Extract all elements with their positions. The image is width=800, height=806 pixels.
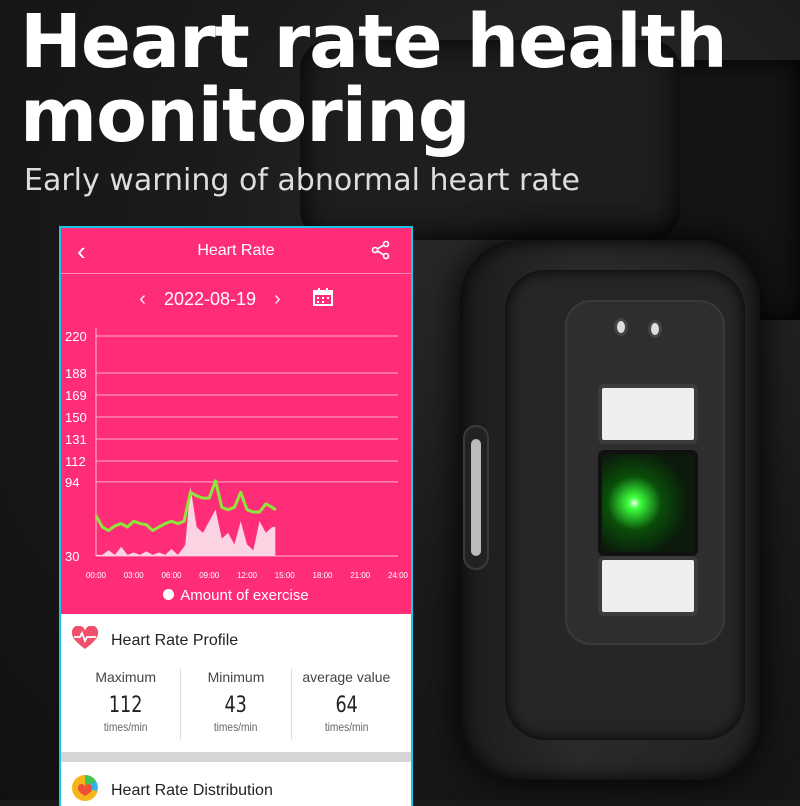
heart-rate-point — [101, 526, 104, 529]
heart-rate-point — [195, 494, 198, 497]
headline-line1: Heart rate health — [20, 0, 728, 85]
heart-rate-chart: 30 94 112 131 150 169 188 220 00:00 03:00 06:00 09:… — [65, 328, 409, 580]
green-led-sensor — [598, 450, 698, 556]
heart-rate-point — [220, 506, 223, 509]
stat-unit: times/min — [214, 720, 258, 734]
x-tick-label: 03:00 — [124, 571, 145, 580]
prev-date-button[interactable]: ‹ — [139, 287, 146, 310]
stat-maximum: Maximum 112 times/min — [71, 669, 182, 740]
x-tick-label: 24:00 — [388, 571, 409, 580]
current-date: 2022-08-19 — [163, 288, 257, 309]
heart-rate-point — [239, 491, 242, 494]
heart-rate-point — [157, 526, 160, 529]
chart-legend: Amount of exercise — [61, 587, 411, 604]
section-divider — [61, 752, 411, 762]
stat-label: Minimum — [207, 669, 265, 685]
sensor-pad — [598, 556, 698, 616]
heart-rate-point — [126, 526, 129, 529]
charging-contact — [614, 318, 628, 336]
app-header: ‹ Heart Rate — [61, 228, 411, 274]
legend-dot — [163, 589, 175, 600]
heart-rate-point — [264, 502, 267, 505]
heart-rate-point — [227, 508, 230, 511]
phone-app-screen: ‹ Heart Rate ‹ 2022-08-19 › 30 94 112 131 15… — [59, 226, 413, 806]
charging-contact — [648, 320, 662, 338]
heart-rate-point — [258, 511, 261, 513]
watch-back-blur — [300, 40, 680, 240]
stat-value: 43 — [224, 693, 248, 718]
y-tick-label: 30 — [65, 549, 79, 564]
back-button[interactable]: ‹ — [77, 236, 86, 266]
heart-rate-point — [208, 497, 211, 500]
y-tick-label: 220 — [65, 329, 87, 344]
pie-chart-icon — [71, 774, 99, 806]
legend-label: Amount of exercise — [180, 587, 309, 604]
x-tick-label: 09:00 — [199, 571, 220, 580]
exercise-area — [96, 486, 276, 556]
heart-rate-point — [145, 523, 148, 526]
y-tick-label: 94 — [65, 475, 79, 490]
heart-rate-distribution-card[interactable]: Heart Rate Distribution — [61, 762, 411, 806]
heart-rate-point — [233, 506, 236, 509]
share-icon[interactable] — [371, 240, 391, 265]
watch-side-button — [463, 425, 489, 570]
heart-rate-point — [271, 506, 274, 509]
heart-rate-point — [164, 522, 167, 525]
heart-rate-point — [274, 508, 277, 511]
y-tick-label: 169 — [65, 388, 87, 403]
heart-rate-point — [139, 522, 142, 525]
sensor-pad — [598, 384, 698, 444]
subtitle: Early warning of abnormal heart rate — [24, 163, 580, 198]
heart-rate-point — [246, 508, 248, 511]
heart-rate-point — [252, 511, 255, 513]
y-tick-label: 131 — [65, 432, 87, 447]
heart-rate-point — [151, 529, 154, 532]
distribution-title: Heart Rate Distribution — [111, 781, 273, 799]
stat-average: average value 64 times/min — [292, 669, 401, 740]
chart-panel: ‹ 2022-08-19 › 30 94 112 131 150 169 188 220 00:… — [61, 274, 411, 614]
stat-value: 64 — [335, 693, 358, 718]
headline: Heart rate health monitoring — [20, 5, 728, 153]
profile-title: Heart Rate Profile — [111, 631, 239, 649]
heart-pulse-icon — [71, 625, 99, 655]
y-tick-label: 150 — [65, 410, 87, 425]
heart-rate-point — [170, 520, 173, 523]
heart-rate-point — [189, 491, 192, 494]
stat-label: Maximum — [95, 669, 156, 685]
x-tick-label: 12:00 — [237, 571, 258, 580]
heart-rate-point — [95, 514, 97, 517]
x-tick-label: 15:00 — [275, 571, 296, 580]
heart-rate-profile-card: Heart Rate Profile Maximum 112 times/min M… — [61, 614, 411, 740]
heart-rate-point — [120, 522, 123, 525]
stat-label: average value — [302, 669, 391, 685]
stat-unit: times/min — [324, 720, 369, 734]
profile-stats: Maximum 112 times/min Minimum 43 times/min a… — [71, 669, 401, 740]
heart-rate-point — [176, 522, 179, 525]
heart-rate-point — [107, 529, 110, 532]
y-tick-label: 188 — [65, 366, 87, 381]
y-tick-label: 112 — [65, 454, 86, 469]
x-tick-label: 00:00 — [86, 571, 107, 580]
heart-rate-point — [183, 520, 186, 523]
heart-rate-point — [201, 497, 204, 500]
next-date-button[interactable]: › — [274, 287, 281, 310]
heart-rate-point — [113, 524, 116, 527]
date-navigator: ‹ 2022-08-19 › — [61, 274, 411, 324]
x-tick-label: 18:00 — [312, 571, 333, 580]
heart-rate-line — [94, 479, 277, 533]
stat-minimum: Minimum 43 times/min — [181, 669, 292, 740]
x-tick-label: 06:00 — [161, 571, 182, 580]
stat-value: 112 — [108, 693, 143, 718]
header-title: Heart Rate — [197, 241, 275, 259]
heart-rate-point — [214, 479, 217, 482]
x-tick-label: 21:00 — [350, 571, 371, 580]
calendar-icon[interactable] — [312, 287, 333, 311]
headline-line2: monitoring — [20, 73, 471, 159]
heart-rate-point — [132, 520, 135, 523]
stat-unit: times/min — [103, 720, 148, 734]
